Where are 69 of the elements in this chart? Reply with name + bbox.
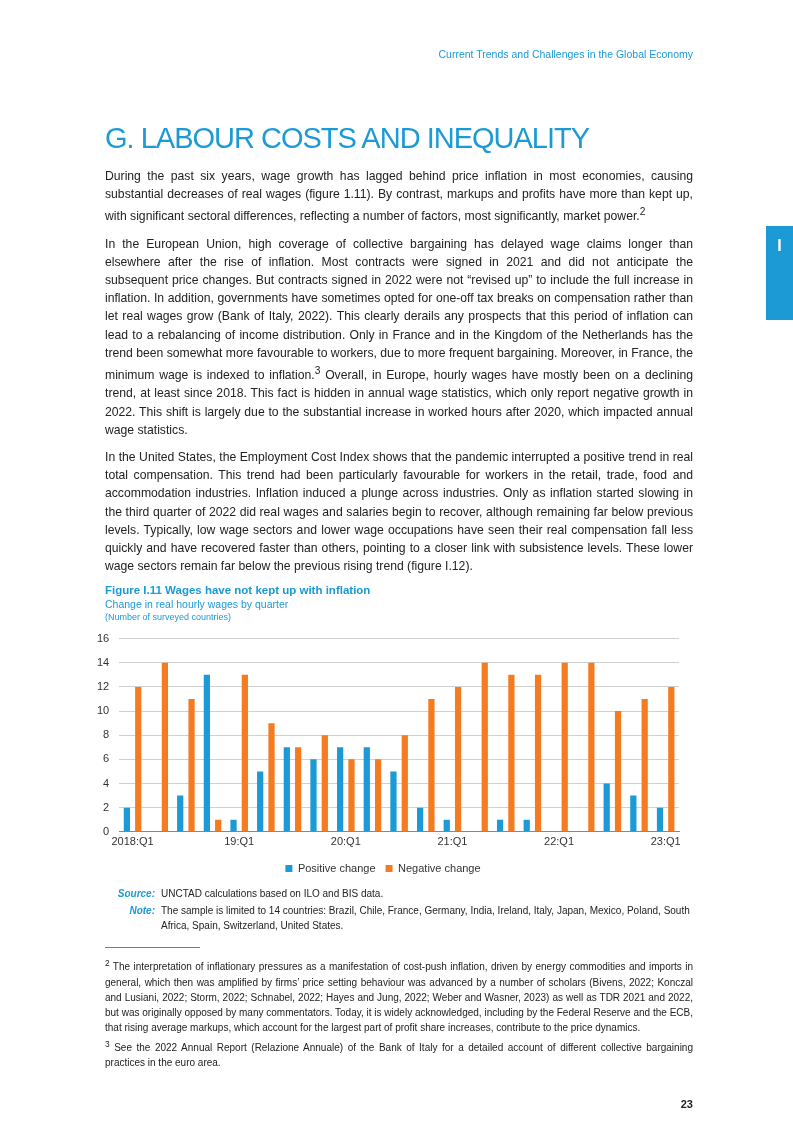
bar: [177, 795, 184, 832]
y-tick-label: 16: [96, 632, 110, 645]
bar: [481, 663, 488, 832]
bar: [135, 687, 142, 832]
bar: [523, 820, 530, 832]
y-tick-label: 0: [103, 825, 110, 838]
text: G. LABOUR COSTS AND INEQUALITY: [105, 122, 591, 155]
bar: [656, 808, 664, 832]
source-note: Source: UNCTAD calculations based on ILO and BIS data.: [116, 887, 384, 902]
y-tick-label: 4: [103, 776, 110, 789]
bar: [203, 675, 210, 832]
bar: [603, 783, 610, 832]
y-tick-label: 14: [96, 656, 110, 669]
bar: [310, 759, 317, 832]
text: During the past six years, wage growth has lagged behind price inflation in most economies, causing substantial decreases of real wages (figure 1.11). By contrast, markups and profits have more than kept up, with significant sectoral differences, reflecting a number of factors, most significantly, market power.$^{2}$: [105, 168, 693, 226]
bar: [230, 820, 237, 832]
text: $^{2}$ The interpretation of inflationary pressures as a manifestation of cost-push inflation, driven by energy commodities and imports in general, which then was amplified by firms’ price setting behaviour was advanced by a number of scholars (Bivens, 2022; Konczal and Lusiani, 2022; Storm, 2022; Schnabel, 2022; Hayes and Jung, 2022; Weber and Wasner, 2023) as well as TDR 2021 and 2022, but was originally opposed by many commentators. Today, it is widely acknowledged, including by the Federal Reserve and the ECB, that rising average markups, which account for the largest part of profit share increases, contribute to the price dynamics.: [105, 957, 693, 1035]
bar: [295, 747, 302, 832]
bar: [588, 663, 595, 832]
side-tab: I: [766, 226, 793, 320]
bar: [614, 711, 622, 832]
bar: [534, 675, 542, 832]
y-tick-label: 10: [96, 704, 110, 717]
bar: [630, 795, 637, 832]
bar: [337, 747, 344, 832]
text: Note: The sample is limited to 14 countries: Brazil, Chile, France, Germany, India, Ireland, Italy, Japan, Mexico, Poland, South Africa, Spain, Switzerland, United States.: [128, 904, 691, 934]
text: Current Trends and Challenges in the Global Economy: [437, 48, 693, 60]
bar: [496, 820, 504, 832]
text: In the European Union, high coverage of collective bargaining has delayed wage claims longer than elsewhere after the rise of inflation. Most contracts were signed in 2021 and did not anticipate the subsequent price changes. But contracts signed in 2022 were not “revised up” to include the full increase in inflation. In addition, governments have sometimes opted for one-off tax breaks on compensation rather than let real wages grow (Bank of Italy, 2022). This clearly derails any prospects that this period of inflation can lead to a rebalancing of income distribution. Only in France and in the Kingdom of the Netherlands has the trend been somewhat more favourable to workers, due to more frequent bargaining. Moreover, in France, the minimum wage is indexed to inflation.$^{3}$ Overall, in Europe, hourly wages have mostly been on a declining trend, at least since 2018. This fact is hidden in annual wage statistics, which only report negative growth in 2022. This shift is largely due to the substantial increase in worked hours after 2020, which impacted annual wage statistics.: [105, 236, 694, 437]
text: In the United States, the Employment Cost Index shows that the pandemic interrupted a positive trend in real total compensation. This trend had been particularly favourable for workers in the retail, trade, food and accommodation industries. Inflation induced a plunge across industries. Only as inflation started slowing in the third quarter of 2022 did real wages and salaries begin to recover, although remaining far below previous levels. Typically, low wage sectors and lower wage occupations have seen their real compensation fall less quickly and have recovered faster than others, pointing to a closer link with subsistence levels. These lower wage sectors remain far below the previous rising trend (figure I.12).: [105, 448, 693, 576]
x-tick-label: 2018:Q1: [111, 835, 154, 848]
text: $^{3}$ See the 2022 Annual Report (Relazione Annuale) of the Bank of Italy for a detailed account of different collective bargaining practices in the euro area.: [105, 1037, 693, 1071]
bar: [321, 735, 328, 832]
bar: [257, 771, 264, 832]
text: (Number of surveyed countries): [105, 612, 233, 623]
x-tick-label: 20:Q1: [330, 835, 361, 848]
bar: [508, 675, 515, 832]
bar: [123, 808, 131, 832]
y-tick-label: 12: [96, 680, 110, 693]
x-tick-label: 21:Q1: [437, 835, 468, 848]
bar: [561, 663, 568, 832]
text: 23: [680, 1098, 693, 1110]
bar: [401, 735, 408, 832]
bar: [428, 699, 435, 832]
bar: [375, 759, 382, 832]
bar: [215, 820, 222, 832]
bar: [283, 747, 290, 832]
legend-label: Positive change: [297, 861, 376, 874]
bar: [443, 820, 450, 832]
y-tick-label: 8: [103, 728, 110, 741]
bar: [416, 808, 424, 832]
bar: [641, 699, 648, 832]
legend-label: Negative change: [398, 861, 481, 874]
x-tick-label: 23:Q1: [650, 835, 681, 848]
bar: [268, 723, 275, 832]
y-tick-label: 2: [103, 801, 110, 814]
chart-title: Figure I.11 Wages have not kept up with inflation: [105, 584, 372, 597]
chart-subtitle: Change in real hourly wages by quarter: [105, 598, 290, 611]
bar: [454, 687, 462, 832]
x-tick-label: 22:Q1: [544, 835, 575, 848]
bar: [668, 687, 675, 832]
bar: [363, 747, 370, 832]
bar: [390, 771, 397, 832]
bar: [348, 759, 355, 832]
x-tick-label: 19:Q1: [224, 835, 255, 848]
bar: [161, 663, 168, 832]
y-tick-label: 6: [103, 752, 110, 765]
bar: [241, 675, 248, 832]
bar: [188, 699, 195, 832]
